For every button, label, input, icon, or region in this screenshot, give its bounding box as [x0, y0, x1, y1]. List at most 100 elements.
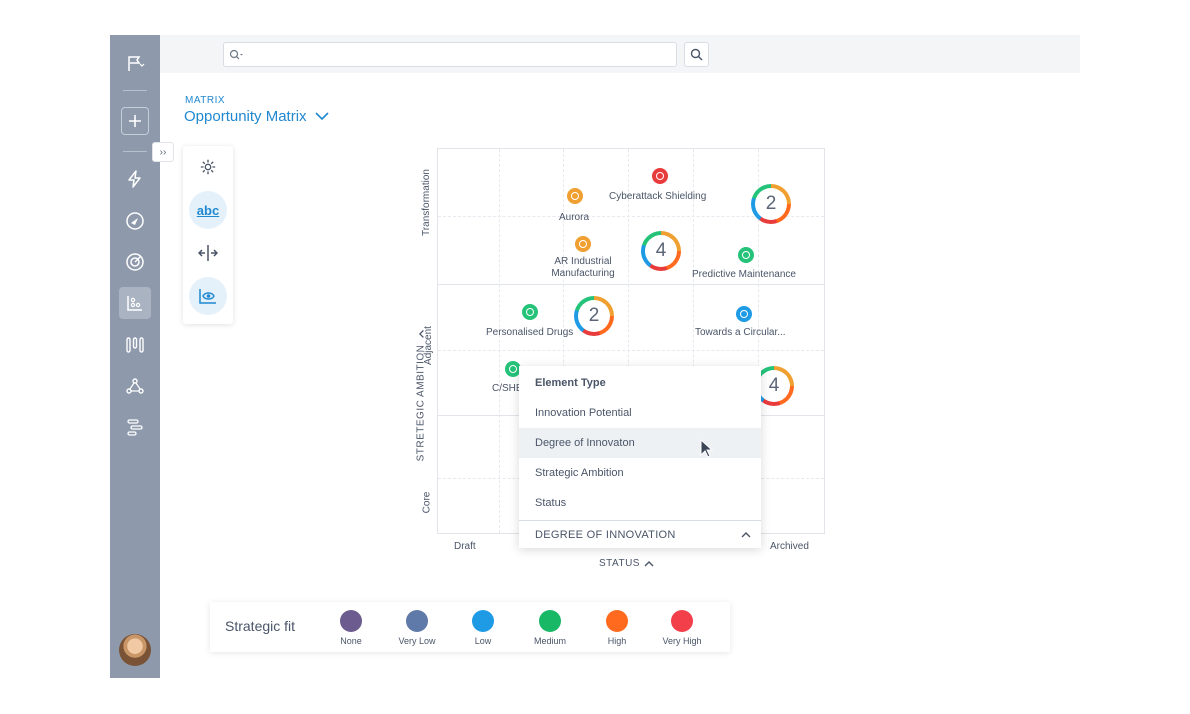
- settings-tool-button[interactable]: [189, 148, 227, 186]
- legend-item[interactable]: Low: [453, 610, 513, 646]
- legend-label: Very High: [662, 636, 702, 646]
- data-point[interactable]: [738, 247, 754, 263]
- double-chevron-right-icon: ››: [159, 146, 167, 158]
- x-axis-title[interactable]: STATUS: [599, 558, 654, 569]
- data-label: Cyberattack Shielding: [609, 191, 707, 202]
- legend-label: None: [340, 636, 362, 646]
- legend-item[interactable]: None: [321, 610, 381, 646]
- legend-label: Medium: [533, 636, 566, 646]
- legend-item[interactable]: Very High: [652, 610, 712, 646]
- gear-icon: [200, 159, 216, 175]
- legend-item[interactable]: High: [587, 610, 647, 646]
- y-tick-label: Transformation: [420, 169, 432, 236]
- strategic-fit-legend: Strategic fit None Very Low Low Medium H…: [210, 602, 730, 652]
- sidebar: [110, 35, 160, 678]
- grid-line: [438, 216, 824, 217]
- label-tool-button[interactable]: abc: [189, 191, 227, 229]
- data-point[interactable]: [567, 188, 583, 204]
- flag-menu-button[interactable]: [119, 48, 151, 80]
- page-title-text: Opportunity Matrix: [184, 108, 307, 125]
- page-title[interactable]: Opportunity Matrix: [184, 108, 329, 125]
- data-label: Aurora: [559, 212, 590, 223]
- dropdown-selected-value[interactable]: DEGREE OF INNOVATION: [519, 520, 761, 548]
- sidebar-item-matrix[interactable]: [119, 287, 151, 319]
- grid-line: [438, 350, 824, 351]
- grid-line: [758, 149, 759, 533]
- legend-label: Low: [474, 636, 492, 646]
- sidebar-item-explore[interactable]: [119, 205, 151, 237]
- search-button[interactable]: [684, 42, 709, 67]
- sidebar-item-timeline[interactable]: [119, 411, 151, 443]
- dropdown-option[interactable]: Innovation Potential: [535, 407, 632, 419]
- grid-line: [563, 149, 564, 533]
- cluster-count: 4: [758, 370, 790, 402]
- x-axis-title-text: STATUS: [599, 558, 640, 569]
- expand-panel-button[interactable]: ››: [152, 142, 174, 162]
- y-axis-title[interactable]: STRETEGIC AMBITION: [415, 330, 426, 461]
- lightning-icon: [128, 170, 141, 188]
- data-label: Towards a Circular...: [695, 327, 786, 338]
- legend-item[interactable]: Medium: [520, 610, 580, 646]
- app-window: MATRIX Opportunity Matrix ›› abc STRETEG…: [110, 35, 1080, 678]
- chevron-up-icon: [418, 330, 424, 339]
- legend-swatch: [340, 610, 362, 632]
- network-icon: [126, 378, 144, 394]
- search-icon: [690, 48, 703, 61]
- dropdown-option[interactable]: Status: [535, 497, 567, 509]
- sidebar-item-network[interactable]: [119, 370, 151, 402]
- data-point[interactable]: [652, 168, 668, 184]
- split-tool-button[interactable]: [189, 234, 227, 272]
- dropdown-option[interactable]: Strategic Ambition: [535, 467, 624, 479]
- top-bar: [160, 35, 1080, 73]
- legend-swatch: [671, 610, 693, 632]
- sidebar-divider: [123, 90, 147, 91]
- sidebar-item-activity[interactable]: [119, 163, 151, 195]
- grid-line: [438, 284, 824, 285]
- flag-icon: [128, 56, 145, 71]
- avatar[interactable]: [119, 634, 151, 666]
- legend-swatch: [606, 610, 628, 632]
- x-tick-label: Draft: [454, 541, 476, 552]
- dropdown-option[interactable]: Degree of Innovaton: [519, 428, 761, 458]
- data-point[interactable]: [575, 236, 591, 252]
- data-point[interactable]: [736, 306, 752, 322]
- data-point[interactable]: [505, 361, 521, 377]
- cluster-marker[interactable]: 4: [641, 231, 681, 271]
- legend-label: High: [607, 636, 627, 646]
- abc-label: abc: [196, 202, 220, 218]
- chart-icon: [127, 296, 142, 311]
- dropdown-selected-label: DEGREE OF INNOVATION: [535, 528, 676, 541]
- legend-swatch: [406, 610, 428, 632]
- legend-title: Strategic fit: [225, 618, 296, 634]
- breadcrumb[interactable]: MATRIX: [185, 95, 226, 106]
- data-label: Predictive Maintenance: [692, 269, 796, 280]
- grid-line: [628, 149, 629, 533]
- grid-line: [693, 149, 694, 533]
- cluster-count: 2: [755, 188, 787, 220]
- add-button[interactable]: [121, 107, 149, 135]
- timeline-icon: [127, 419, 143, 436]
- data-point[interactable]: [522, 304, 538, 320]
- grid-line: [499, 149, 500, 533]
- dropdown-option[interactable]: Element Type: [535, 377, 606, 389]
- chevron-up-icon: [741, 531, 751, 537]
- visibility-tool-button[interactable]: [189, 277, 227, 315]
- cluster-count: 2: [578, 300, 610, 332]
- split-icon: [198, 245, 218, 261]
- columns-icon: [126, 337, 144, 353]
- sidebar-item-goals[interactable]: [119, 246, 151, 278]
- legend-swatch: [539, 610, 561, 632]
- legend-label: Very Low: [398, 636, 436, 646]
- eye-chart-icon: [199, 289, 216, 304]
- cluster-marker[interactable]: 2: [751, 184, 791, 224]
- legend-item[interactable]: Very Low: [387, 610, 447, 646]
- search-input[interactable]: [223, 42, 677, 67]
- target-icon: [126, 253, 144, 271]
- data-label: AR Industrial Manufacturing: [551, 256, 615, 279]
- mouse-cursor-icon: [700, 439, 714, 458]
- chevron-up-icon: [644, 560, 654, 566]
- sidebar-item-board[interactable]: [119, 329, 151, 361]
- compass-icon: [126, 212, 144, 230]
- cluster-marker[interactable]: 2: [574, 296, 614, 336]
- search-filter-icon[interactable]: [229, 49, 243, 61]
